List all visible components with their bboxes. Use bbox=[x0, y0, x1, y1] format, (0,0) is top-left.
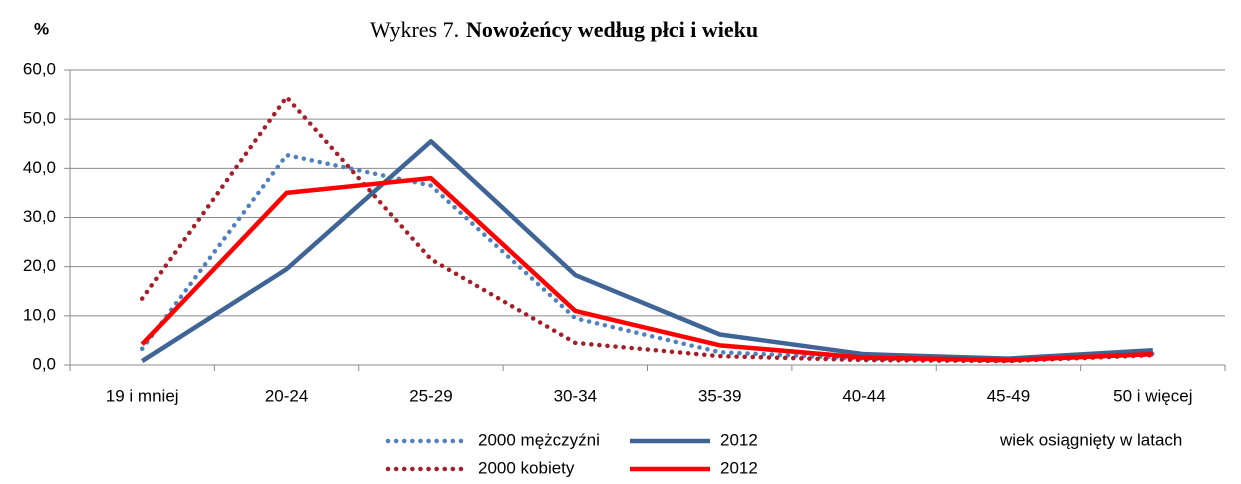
y-tick-label: 0,0 bbox=[32, 354, 56, 373]
y-axis-label: % bbox=[34, 19, 49, 38]
chart-title-number: Wykres 7. bbox=[370, 17, 459, 42]
y-tick-label: 50,0 bbox=[23, 109, 56, 128]
y-tick-label: 40,0 bbox=[23, 158, 56, 177]
x-tick-label: 40-44 bbox=[842, 386, 885, 405]
legend-label: 2000 kobiety bbox=[478, 458, 575, 477]
x-tick-label: 50 i więcej bbox=[1113, 386, 1192, 405]
y-tick-label: 10,0 bbox=[23, 305, 56, 324]
x-tick-label: 30-34 bbox=[554, 386, 597, 405]
y-tick-label: 30,0 bbox=[23, 207, 56, 226]
series-line bbox=[139, 94, 1156, 364]
legend-label: 2000 mężczyźni bbox=[478, 430, 600, 449]
x-tick-label: 25-29 bbox=[409, 386, 452, 405]
x-axis-label: wiek osiągnięty w latach bbox=[999, 430, 1182, 449]
legend-label: 2012 bbox=[720, 430, 758, 449]
chart-title: Nowożeńcy według płci i wieku bbox=[466, 17, 758, 42]
y-tick-label: 20,0 bbox=[23, 256, 56, 275]
x-tick-label: 35-39 bbox=[698, 386, 741, 405]
series-line bbox=[140, 175, 1153, 363]
x-tick-label: 19 i mniej bbox=[106, 386, 179, 405]
y-tick-label: 60,0 bbox=[23, 59, 56, 78]
x-tick-label: 20-24 bbox=[265, 386, 308, 405]
x-tick-label: 45-49 bbox=[987, 386, 1030, 405]
legend-label: 2012 bbox=[720, 458, 758, 477]
